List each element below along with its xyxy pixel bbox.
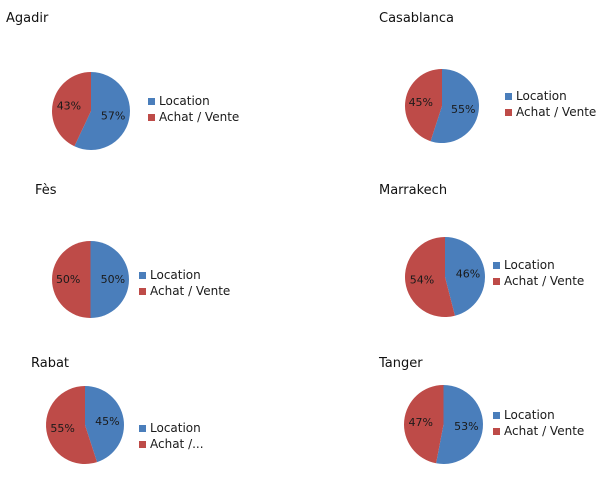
- legend-label-location: Location: [516, 89, 567, 103]
- data-label-achat-vente: 43%: [57, 100, 81, 113]
- legend-swatch-location: [505, 92, 512, 100]
- pie-chart: 55% 45%: [405, 69, 479, 143]
- legend-swatch-achat-vente: [139, 287, 146, 295]
- legend-label-location: Location: [504, 258, 555, 272]
- data-label-achat-vente: 54%: [410, 273, 434, 286]
- pie-slice-achat-vente: [51, 72, 91, 147]
- pie-slice-location: [445, 237, 485, 316]
- data-label-achat-vente: 45%: [409, 96, 433, 109]
- pie-chart: 46% 54%: [405, 237, 485, 317]
- legend-label-location: Location: [504, 408, 555, 422]
- pie-slice-location: [90, 241, 129, 318]
- legend-swatch-achat-vente: [493, 427, 500, 435]
- legend-label-achat-vente: Achat / Vente: [504, 274, 585, 288]
- legend-item-location: Location: [493, 407, 584, 423]
- chart-legend: Location Achat / Vente: [505, 88, 596, 120]
- legend-item-achat-vente: Achat /...: [139, 436, 204, 452]
- legend-label-achat-vente: Achat / Vente: [516, 105, 597, 119]
- data-label-location: 45%: [95, 415, 119, 428]
- legend-label-location: Location: [159, 94, 210, 108]
- chart-title: Marrakech: [379, 183, 448, 198]
- pie-chart: 45% 55%: [45, 386, 124, 464]
- legend-label-achat-vente: Achat / Vente: [504, 424, 585, 438]
- legend-item-achat-vente: Achat / Vente: [139, 283, 230, 299]
- pie-slice-location: [430, 69, 479, 143]
- data-label-achat-vente: 50%: [56, 273, 80, 286]
- legend-swatch-location: [139, 271, 146, 279]
- chart-title: Agadir: [6, 11, 49, 26]
- legend-swatch-achat-vente: [493, 277, 500, 285]
- legend-swatch-location: [139, 424, 146, 432]
- legend-item-location: Location: [493, 257, 584, 273]
- legend-swatch-achat-vente: [139, 440, 146, 448]
- legend-item-achat-vente: Achat / Vente: [493, 423, 584, 439]
- pie-chart: 50% 50%: [52, 241, 129, 318]
- legend-item-achat-vente: Achat / Vente: [148, 109, 239, 125]
- data-label-achat-vente: 55%: [50, 422, 74, 435]
- legend-label-location: Location: [150, 421, 201, 435]
- legend-label-location: Location: [150, 268, 201, 282]
- legend-swatch-achat-vente: [148, 113, 155, 121]
- legend-item-achat-vente: Achat / Vente: [493, 273, 584, 289]
- chart-title: Rabat: [31, 356, 70, 371]
- chart-title: Fès: [35, 183, 57, 198]
- legend-item-location: Location: [148, 93, 239, 109]
- chart-title: Tanger: [379, 356, 423, 371]
- chart-legend: Location Achat /...: [139, 420, 204, 452]
- data-label-location: 50%: [101, 273, 125, 286]
- chart-legend: Location Achat / Vente: [139, 267, 230, 299]
- pie-slice-achat-vente: [45, 386, 98, 464]
- legend-swatch-achat-vente: [505, 108, 512, 116]
- pie-chart: 57% 43%: [51, 72, 130, 150]
- legend-swatch-location: [493, 261, 500, 269]
- data-label-location: 46%: [456, 268, 480, 281]
- legend-label-achat-vente: Achat / Vente: [150, 284, 231, 298]
- data-label-location: 57%: [101, 109, 125, 122]
- chart-title: Casablanca: [379, 11, 454, 26]
- legend-label-achat-vente: Achat /...: [150, 437, 204, 451]
- legend-swatch-location: [493, 411, 500, 419]
- legend-label-achat-vente: Achat / Vente: [159, 110, 240, 124]
- data-label-achat-vente: 47%: [408, 416, 432, 429]
- legend-item-location: Location: [139, 420, 204, 436]
- pie-slice-location: [85, 386, 124, 463]
- pie-slice-location: [74, 72, 130, 150]
- pie-slice-location: [436, 385, 483, 464]
- pie-slice-achat-vente: [405, 69, 442, 142]
- pie-chart: 53% 47%: [404, 385, 483, 464]
- chart-legend: Location Achat / Vente: [493, 257, 584, 289]
- pie-slice-achat-vente: [52, 241, 91, 318]
- chart-legend: Location Achat / Vente: [148, 93, 239, 125]
- pie-slice-achat-vente: [405, 237, 455, 317]
- pie-slice-achat-vente: [404, 385, 444, 464]
- legend-item-achat-vente: Achat / Vente: [505, 104, 596, 120]
- legend-item-location: Location: [139, 267, 230, 283]
- data-label-location: 55%: [451, 103, 475, 116]
- legend-swatch-location: [148, 97, 155, 105]
- chart-legend: Location Achat / Vente: [493, 407, 584, 439]
- legend-item-location: Location: [505, 88, 596, 104]
- data-label-location: 53%: [454, 420, 478, 433]
